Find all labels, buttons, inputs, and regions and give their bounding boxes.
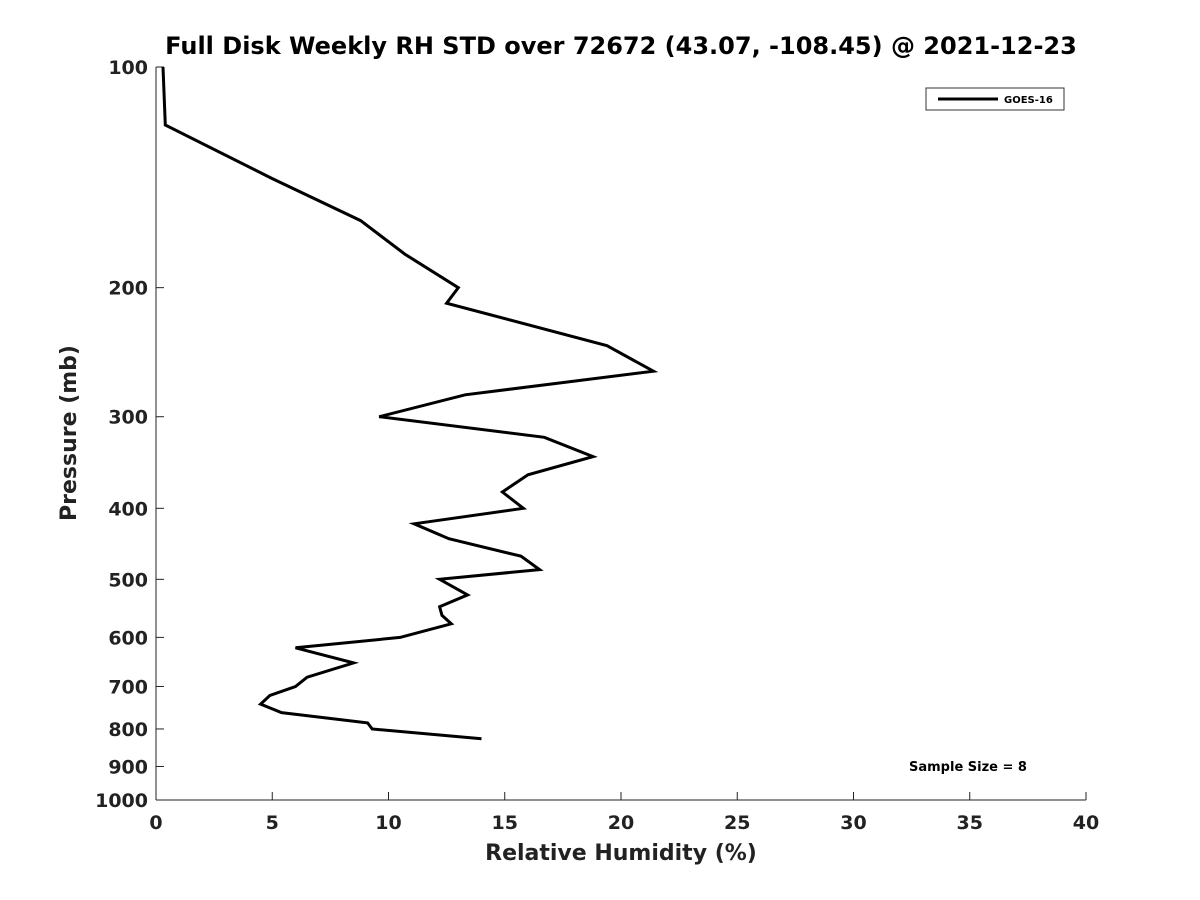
y-tick-label-300: 300 <box>108 407 148 429</box>
x-tick-label-40: 40 <box>1073 812 1099 834</box>
y-tick-label-700: 700 <box>108 676 148 698</box>
y-tick-label-1000: 1000 <box>95 790 148 812</box>
x-tick-label-35: 35 <box>957 812 983 834</box>
y-tick-label-100: 100 <box>108 57 148 79</box>
y-tick-label-200: 200 <box>108 278 148 300</box>
legend-entry-goes-16: GOES-16 <box>1004 95 1053 106</box>
chart-title: Full Disk Weekly RH STD over 72672 (43.0… <box>165 32 1077 60</box>
sample-size-annotation: Sample Size = 8 <box>909 760 1027 775</box>
series-line-goes-16 <box>161 66 659 741</box>
y-tick-label-600: 600 <box>108 627 148 649</box>
x-tick-label-30: 30 <box>840 812 866 834</box>
x-tick-label-20: 20 <box>608 812 634 834</box>
y-axis-label: Pressure (mb) <box>57 345 82 521</box>
series-layer <box>161 66 659 741</box>
x-axis-ticks: 0 5 10 15 20 25 30 35 40 <box>149 792 1099 834</box>
y-tick-label-800: 800 <box>108 719 148 741</box>
plot-area <box>156 67 1086 800</box>
y-tick-label-500: 500 <box>108 569 148 591</box>
x-tick-label-15: 15 <box>492 812 518 834</box>
x-tick-label-5: 5 <box>266 812 279 834</box>
y-axis-ticks: 100 200 300 400 500 600 700 800 900 1000 <box>95 57 164 812</box>
x-tick-label-10: 10 <box>375 812 401 834</box>
x-tick-label-0: 0 <box>149 812 162 834</box>
x-tick-label-25: 25 <box>724 812 750 834</box>
y-tick-label-900: 900 <box>108 756 148 778</box>
legend: GOES-16 <box>925 87 1065 111</box>
y-tick-label-400: 400 <box>108 498 148 520</box>
x-axis-label: Relative Humidity (%) <box>485 841 757 866</box>
